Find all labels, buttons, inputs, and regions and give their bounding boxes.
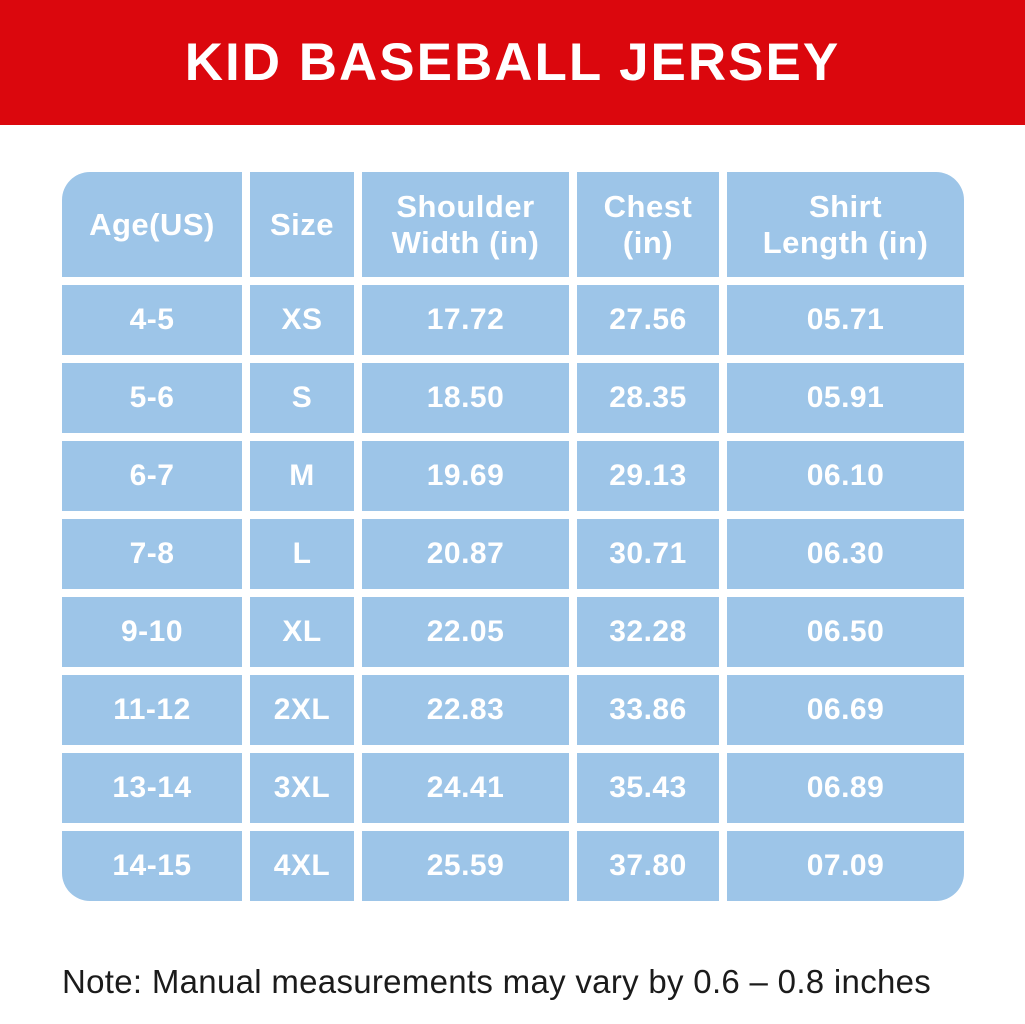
column-header: Shoulder Width (in) <box>362 172 569 277</box>
table-cell: 2XL <box>250 675 354 745</box>
table-cell: 06.10 <box>727 441 964 511</box>
table-cell: 29.13 <box>577 441 719 511</box>
table-cell: L <box>250 519 354 589</box>
table-cell: 24.41 <box>362 753 569 823</box>
table-cell: 4XL <box>250 831 354 901</box>
table-cell: 37.80 <box>577 831 719 901</box>
table-cell: 5-6 <box>62 363 242 433</box>
table-cell: 7-8 <box>62 519 242 589</box>
table-cell: 27.56 <box>577 285 719 355</box>
table-cell: XS <box>250 285 354 355</box>
column-header: Chest (in) <box>577 172 719 277</box>
table-cell: S <box>250 363 354 433</box>
column-header: Shirt Length (in) <box>727 172 964 277</box>
page-title: KID BASEBALL JERSEY <box>184 33 841 92</box>
table-cell: 4-5 <box>62 285 242 355</box>
note-text: Note: Manual measurements may vary by 0.… <box>62 963 932 1000</box>
table-cell: 22.83 <box>362 675 569 745</box>
table-cell: 30.71 <box>577 519 719 589</box>
table-cell: 25.59 <box>362 831 569 901</box>
table-cell: 13-14 <box>62 753 242 823</box>
table-cell: 06.69 <box>727 675 964 745</box>
table-cell: XL <box>250 597 354 667</box>
table-cell: 20.87 <box>362 519 569 589</box>
table-cell: 07.09 <box>727 831 964 901</box>
table-cell: 6-7 <box>62 441 242 511</box>
table-cell: 05.91 <box>727 363 964 433</box>
column-header: Size <box>250 172 354 277</box>
table-cell: 33.86 <box>577 675 719 745</box>
table-cell: 11-12 <box>62 675 242 745</box>
table-cell: 14-15 <box>62 831 242 901</box>
column-header: Age(US) <box>62 172 242 277</box>
table-cell: 06.50 <box>727 597 964 667</box>
table-cell: 3XL <box>250 753 354 823</box>
table-cell: 19.69 <box>362 441 569 511</box>
title-banner: KID BASEBALL JERSEY <box>0 0 1025 125</box>
table-cell: 05.71 <box>727 285 964 355</box>
table-cell: 18.50 <box>362 363 569 433</box>
table-cell: 06.89 <box>727 753 964 823</box>
table-cell: 35.43 <box>577 753 719 823</box>
table-cell: 22.05 <box>362 597 569 667</box>
table-cell: 32.28 <box>577 597 719 667</box>
table-cell: 9-10 <box>62 597 242 667</box>
table-cell: M <box>250 441 354 511</box>
table-cell: 17.72 <box>362 285 569 355</box>
table-cell: 06.30 <box>727 519 964 589</box>
size-chart-table: Age(US) Size Shoulder Width (in) Chest (in)… <box>62 172 964 901</box>
table-cell: 28.35 <box>577 363 719 433</box>
